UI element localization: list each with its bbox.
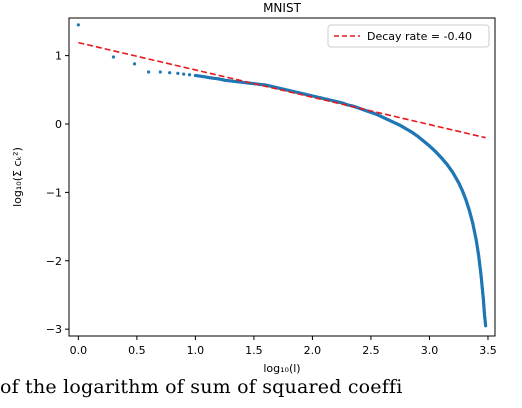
data-point — [239, 80, 243, 84]
legend-label: Decay rate = -0.40 — [367, 30, 472, 43]
trend-line-path — [78, 41, 486, 139]
data-point — [176, 71, 180, 75]
y-tick-label: 1 — [55, 50, 62, 63]
data-point — [182, 72, 186, 76]
x-axis-label: log₁₀(l) — [263, 362, 300, 375]
data-point — [187, 73, 192, 77]
x-ticks: 0.0 0.5 1.0 1.5 2.0 2.5 3.0 3.5 — [70, 336, 497, 357]
y-tick-label: 0 — [55, 118, 62, 131]
x-tick-label: 0.0 — [70, 344, 88, 357]
data-point — [227, 79, 231, 83]
y-tick-label: −3 — [46, 323, 62, 336]
y-tick-label: −1 — [46, 186, 62, 199]
y-axis-label: log₁₀(Σ cₖ²) — [11, 147, 24, 207]
data-point — [482, 311, 486, 315]
data-point — [146, 70, 151, 74]
plot-frame — [68, 17, 496, 337]
x-tick-label: 0.5 — [128, 344, 146, 357]
x-tick-label: 2.5 — [362, 344, 380, 357]
data-point — [168, 71, 172, 75]
y-tick-label: −2 — [46, 255, 62, 268]
x-tick-label: 2.0 — [304, 344, 322, 357]
x-tick-label: 1.5 — [245, 344, 263, 357]
caption-text: of the logarithm of sum of squared coeff… — [0, 376, 403, 398]
x-tick-label: 3.0 — [421, 344, 439, 357]
y-ticks: 1 0 −1 −2 −3 — [46, 50, 69, 336]
data-point — [132, 62, 137, 66]
data-point — [483, 322, 488, 327]
data-point — [233, 79, 237, 84]
x-tick-label: 3.5 — [479, 344, 497, 357]
legend-box — [327, 24, 490, 48]
data-points — [76, 23, 488, 328]
data-point — [158, 70, 162, 74]
data-point — [111, 55, 116, 59]
trend-line — [78, 41, 486, 139]
data-point — [197, 74, 201, 78]
chart-title: MNIST — [263, 1, 301, 15]
x-tick-label: 1.0 — [187, 344, 205, 357]
data-point — [210, 76, 214, 80]
data-point — [76, 23, 80, 27]
legend: Decay rate = -0.40 — [327, 24, 490, 48]
